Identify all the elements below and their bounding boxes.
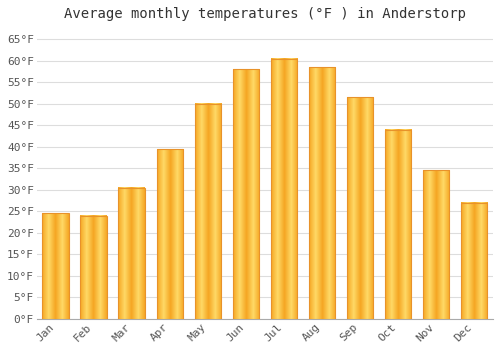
Bar (118, 188, 145, 319)
Bar (156, 149, 183, 319)
Bar (422, 170, 450, 319)
Bar (194, 104, 221, 319)
Bar (308, 67, 335, 319)
Title: Average monthly temperatures (°F ) in Anderstorp: Average monthly temperatures (°F ) in An… (64, 7, 466, 21)
Bar (80, 216, 107, 319)
Bar (42, 214, 69, 319)
Bar (232, 69, 259, 319)
Bar (384, 130, 411, 319)
Bar (460, 203, 487, 319)
Bar (346, 97, 374, 319)
Bar (270, 58, 297, 319)
